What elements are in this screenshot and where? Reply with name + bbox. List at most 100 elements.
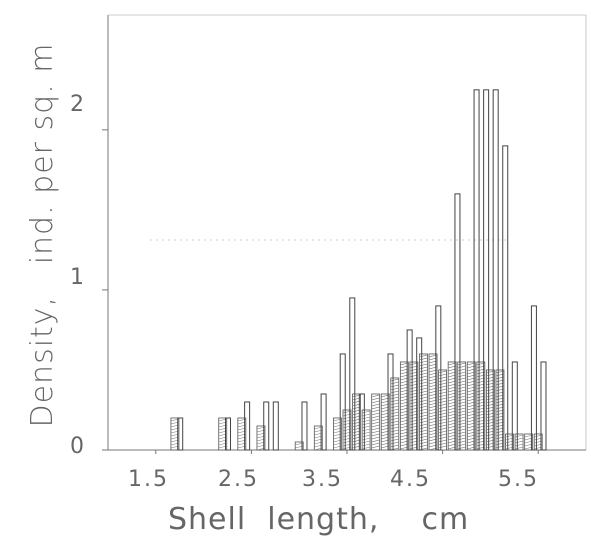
hatch-line [457, 383, 466, 387]
hatch-line [438, 421, 447, 425]
outline-bar [320, 393, 327, 451]
hatch-line [390, 390, 399, 394]
hatch-line [419, 396, 428, 400]
hatch-line [371, 415, 380, 419]
x-tick-1-5: 1.5 [128, 467, 169, 492]
hatch-line [457, 362, 466, 366]
hatch-line [362, 422, 371, 426]
hatch-line [457, 395, 466, 399]
x-tick-5-5: 5.5 [498, 467, 539, 492]
hatch-line [457, 398, 466, 402]
hatch-line [371, 400, 380, 404]
hatch-line [457, 377, 466, 381]
hatch-line [371, 433, 380, 437]
hatch-line [457, 374, 466, 378]
hatch-line [371, 421, 380, 425]
hatch-line [457, 365, 466, 369]
hatch-line [390, 393, 399, 397]
outline-bar [530, 305, 537, 451]
hatch-line [419, 369, 428, 373]
outline-bar [454, 193, 461, 451]
hatch-line [515, 440, 524, 444]
hatch-line [438, 373, 447, 377]
hatch-line [390, 396, 399, 400]
hatch-line [371, 430, 380, 434]
hatch-line [390, 408, 399, 412]
hatch-line [419, 420, 428, 424]
hatch-line [457, 413, 466, 417]
hatch-line [438, 406, 447, 410]
hatch-line [457, 437, 466, 441]
hatch-line [438, 394, 447, 398]
hatch-line [457, 419, 466, 423]
outline-bar [358, 393, 365, 451]
outline-bar [349, 297, 356, 451]
hatch-line [419, 441, 428, 445]
outline-bar [435, 305, 442, 451]
y-tick-1: 1 [70, 265, 86, 290]
hatch-line [390, 435, 399, 439]
hatch-line [438, 370, 447, 374]
hatch-line [438, 409, 447, 413]
hatched-bar [313, 425, 323, 451]
outline-bar [492, 89, 499, 451]
hatch-line [419, 384, 428, 388]
hatch-line [371, 418, 380, 422]
hatch-line [438, 415, 447, 419]
hatch-line [457, 434, 466, 438]
hatch-line [438, 385, 447, 389]
hatch-line [390, 378, 399, 382]
hatch-line [390, 420, 399, 424]
hatch-line [362, 428, 371, 432]
hatch-line [419, 360, 428, 364]
hatch-line [362, 434, 371, 438]
outline-bar [473, 89, 480, 451]
hatch-line [419, 372, 428, 376]
x-axis-label: Shell length, cm [168, 502, 470, 537]
hatch-line [419, 378, 428, 382]
hatch-line [438, 430, 447, 434]
hatch-line [371, 442, 380, 446]
outline-bar [263, 401, 270, 451]
hatch-line [390, 444, 399, 448]
hatch-line [419, 408, 428, 412]
hatch-line [390, 432, 399, 436]
hatch-line [419, 354, 428, 358]
hatch-line [419, 429, 428, 433]
hatch-line [438, 427, 447, 431]
x-tick-3-5: 3.5 [302, 467, 343, 492]
hatch-line [438, 400, 447, 404]
hatch-line [419, 363, 428, 367]
hatch-line [390, 381, 399, 385]
hatch-line [515, 434, 524, 438]
hatch-line [419, 366, 428, 370]
y-axis-label: Density, ind. per sq. m [25, 42, 60, 428]
hatch-line [419, 438, 428, 442]
hatch-line [438, 391, 447, 395]
hatch-line [419, 381, 428, 385]
hatch-line [438, 439, 447, 443]
hatch-line [362, 413, 371, 417]
outline-bar [339, 353, 346, 451]
outline-bar [225, 417, 231, 451]
hatch-line [457, 431, 466, 435]
hatch-line [362, 440, 371, 444]
hatch-line [371, 424, 380, 428]
hatch-line [419, 432, 428, 436]
hatch-line [362, 446, 371, 450]
x-tick-4-5: 4.5 [390, 467, 431, 492]
hatch-line [457, 443, 466, 447]
hatch-line [438, 424, 447, 428]
hatch-line [362, 437, 371, 441]
hatch-line [457, 371, 466, 375]
hatch-line [371, 427, 380, 431]
hatch-line [438, 445, 447, 449]
hatch-line [438, 382, 447, 386]
hatch-line [390, 384, 399, 388]
hatch-line [438, 397, 447, 401]
hatch-line [362, 443, 371, 447]
hatch-line [390, 387, 399, 391]
hatch-line [362, 416, 371, 420]
hatch-line [438, 403, 447, 407]
